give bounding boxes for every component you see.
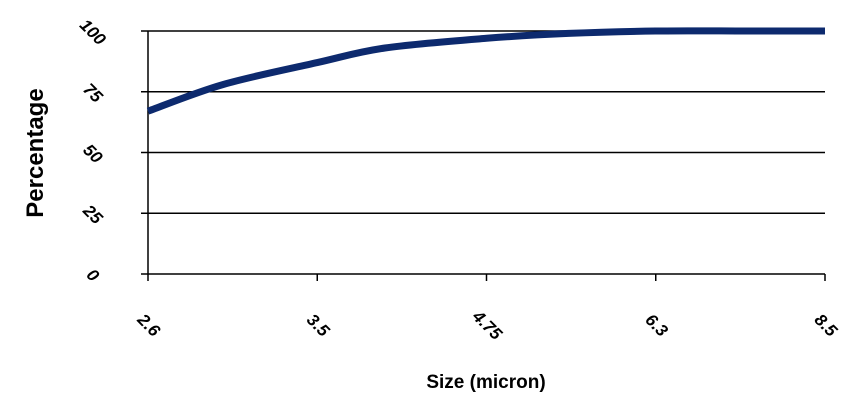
- y-tick-label: 100: [76, 16, 110, 50]
- x-tick-label: 3.5: [303, 310, 334, 341]
- x-tick-labels: 2.6 3.5 4.75 6.3 8.5: [133, 306, 841, 344]
- y-axis-title: Percentage: [22, 88, 49, 217]
- axes: [141, 30, 826, 281]
- x-tick-label: 6.3: [641, 310, 672, 341]
- y-tick-label: 25: [79, 200, 107, 228]
- y-tick-label: 50: [79, 140, 106, 167]
- y-tick-label: 0: [83, 265, 104, 286]
- series-layer: [146, 27, 825, 115]
- series-line-0: [146, 27, 825, 115]
- x-tick-label: 8.5: [811, 310, 842, 341]
- gridlines: [148, 30, 825, 214]
- x-tick-label: 2.6: [133, 309, 164, 340]
- x-axis-title: Size (micron): [426, 372, 545, 393]
- y-tick-labels: 0 25 50 75 100: [76, 16, 110, 286]
- x-tick-label: 4.75: [468, 306, 506, 344]
- y-tick-label: 75: [79, 80, 106, 107]
